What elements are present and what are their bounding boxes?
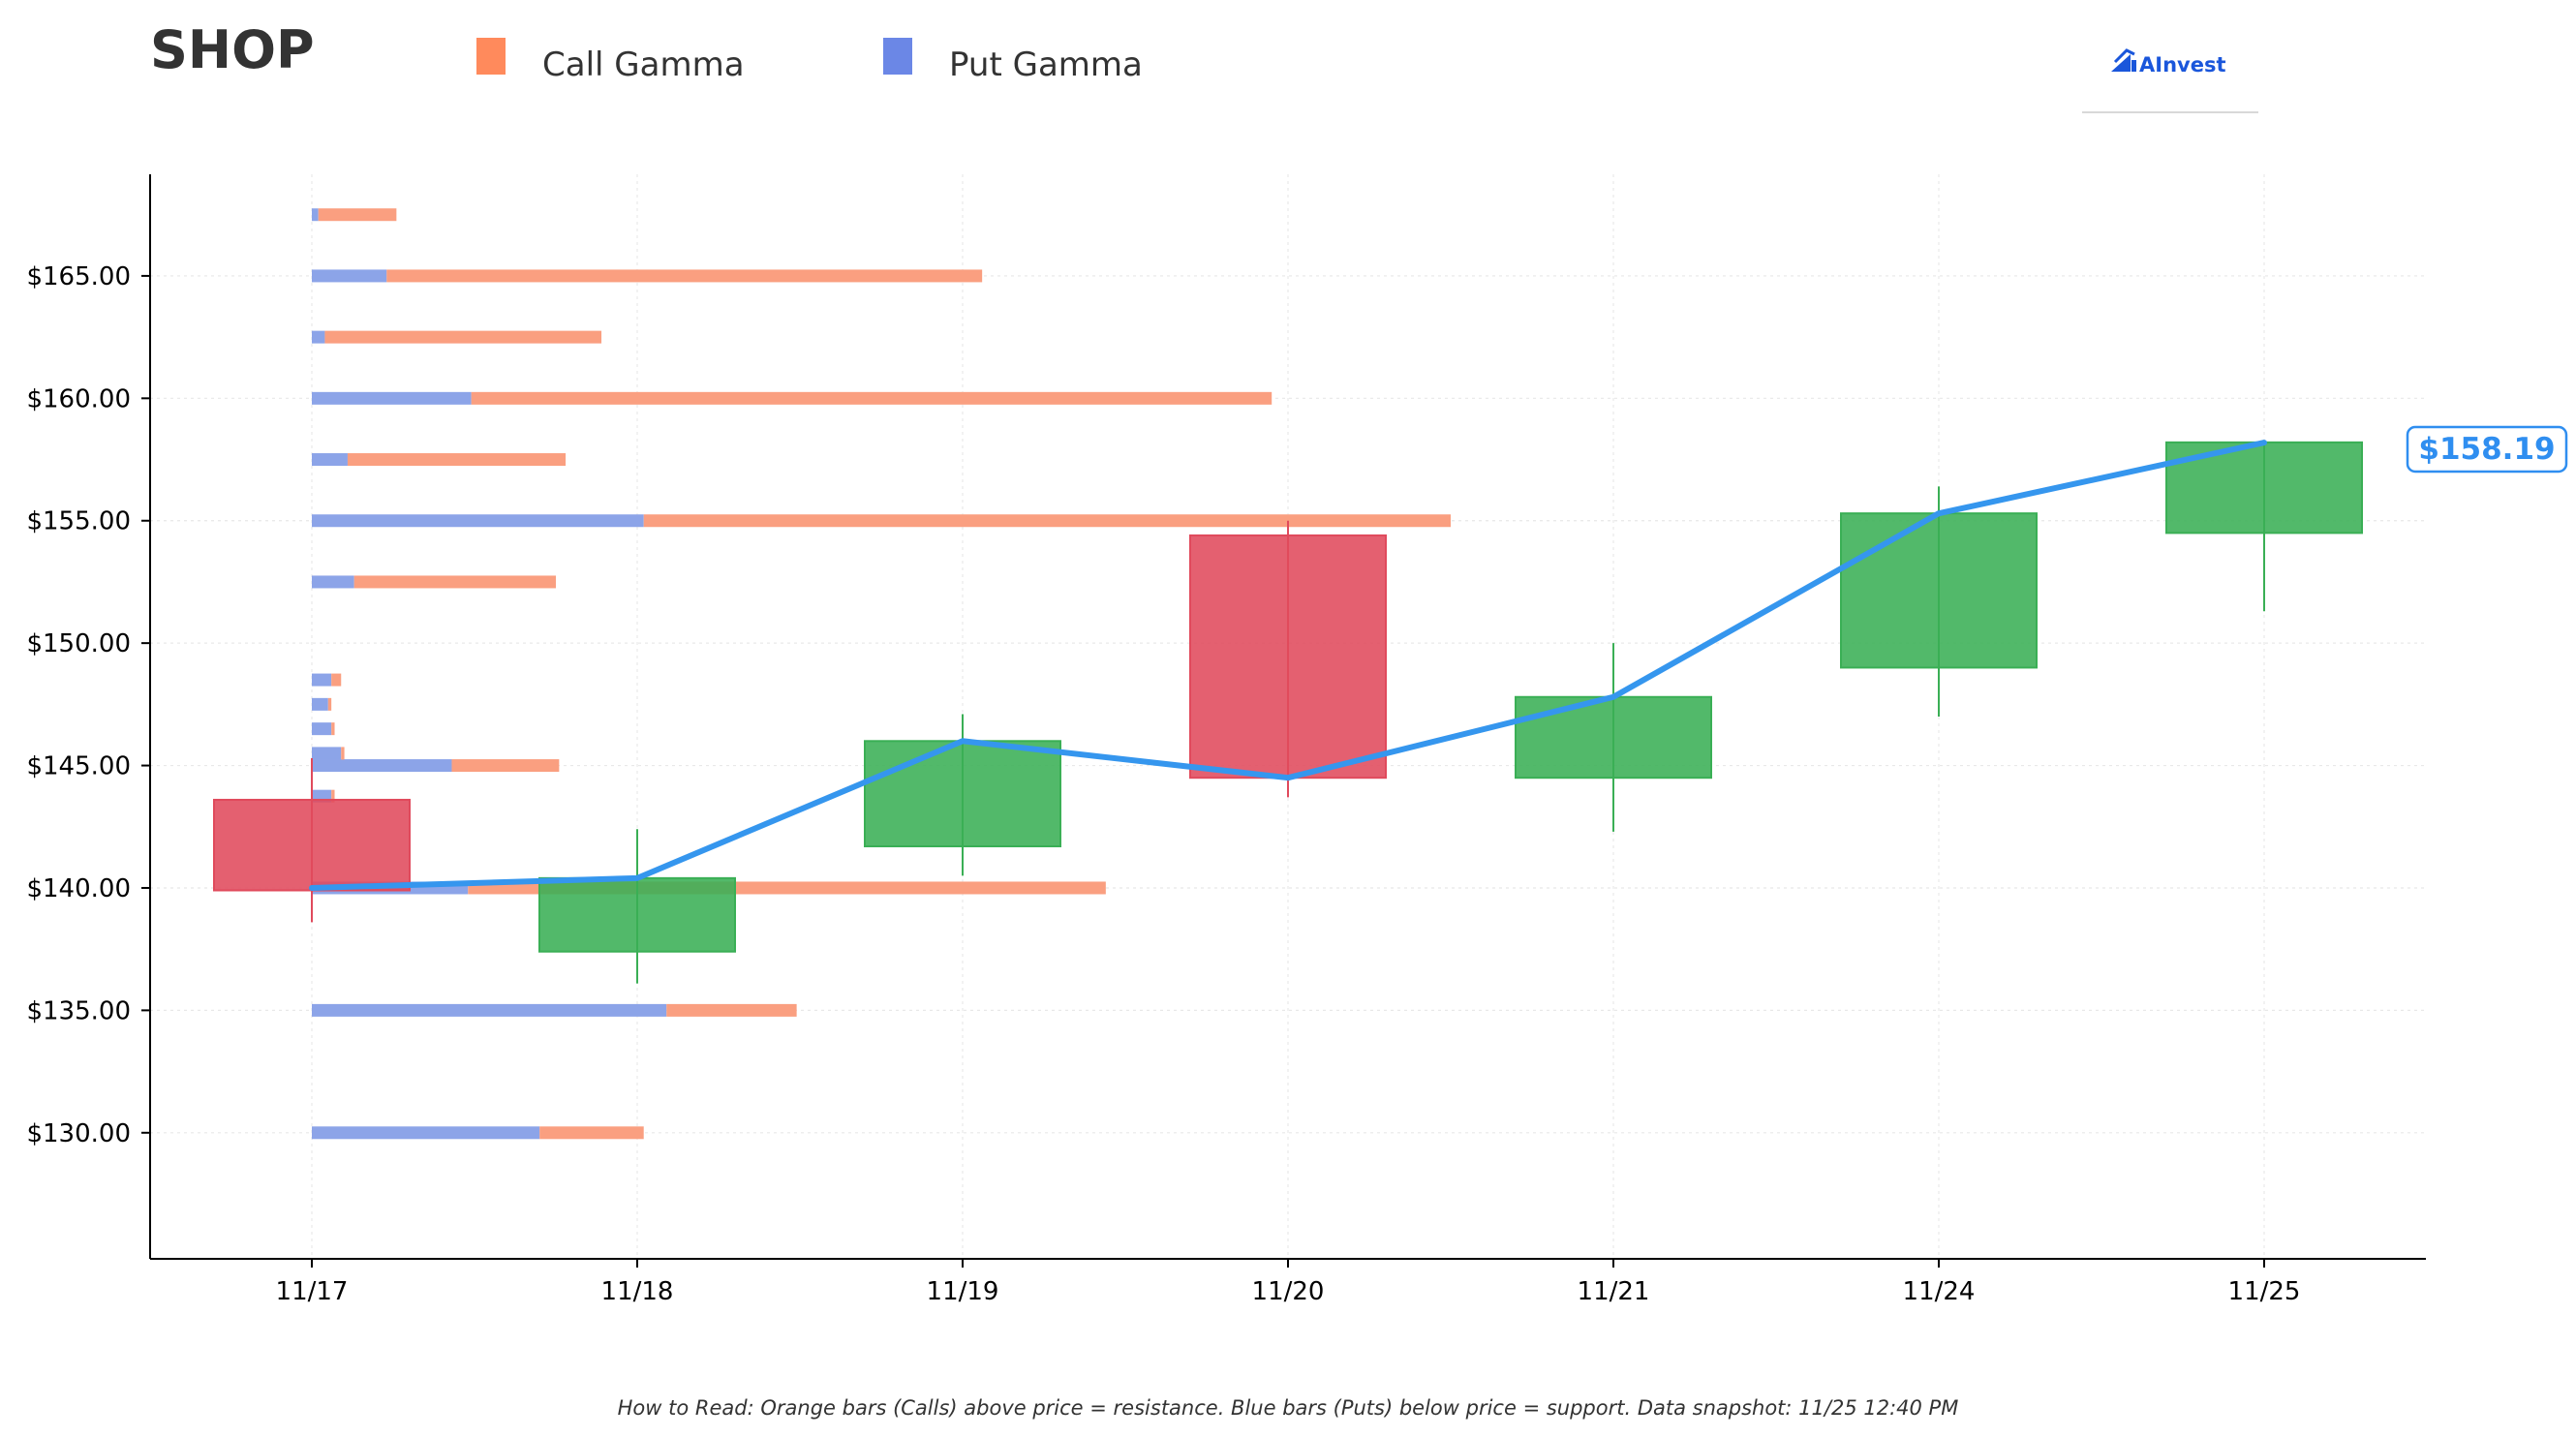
candlesticks [213,441,2363,984]
footnote: How to Read: Orange bars (Calls) above p… [618,1396,1959,1420]
axes: $130.00 $135.00 $140.00 $145.00 $150.00 $155.… [26,174,2426,1306]
put-gamma-bar [312,722,332,736]
current-price-label: $158.19 [2418,432,2555,467]
call-gamma-bar [666,1003,797,1017]
y-tick-label: $150.00 [26,629,131,658]
put-gamma-bar [312,391,472,405]
price-line [309,440,2267,891]
x-tick-label: 11/25 [2228,1277,2301,1306]
call-gamma-bar [327,697,332,711]
y-tick-label: $145.00 [26,752,131,781]
call-gamma-bar [471,391,1273,405]
candle-body-up [864,740,1061,847]
call-gamma-bar [331,722,335,736]
x-tick-label: 11/19 [927,1277,999,1306]
call-gamma-bar [324,330,602,344]
put-gamma-bar [312,759,452,773]
chart-title: SHOP [150,19,315,80]
legend-put-label: Put Gamma [949,46,1143,84]
y-tick-label: $155.00 [26,507,131,536]
legend-call-swatch [476,38,506,75]
y-tick-label: $130.00 [26,1119,131,1148]
call-gamma-bar [347,453,567,467]
put-gamma-bar [312,575,354,589]
logo-text: AInvest [2139,53,2226,76]
candle-body-up [1515,695,1712,780]
put-gamma-bar [312,330,325,344]
call-gamma-bar [331,789,335,803]
ainvest-logo: AInvest [2082,48,2258,113]
call-gamma-bar [539,1126,644,1140]
put-gamma-bar [312,673,332,687]
x-tick-label: 11/18 [601,1277,674,1306]
current-price-box [2406,425,2568,474]
x-tick-label: 11/20 [1252,1277,1325,1306]
call-gamma-bar [318,208,397,222]
x-tick-label: 11/17 [276,1277,349,1306]
put-gamma-bar [312,1126,540,1140]
put-gamma-bar [312,697,328,711]
put-gamma-bar [312,453,348,467]
ainvest-chart-icon [2111,48,2136,72]
call-gamma-bar [643,514,1451,528]
current-price-badge: $158.19 [2406,425,2568,474]
y-tick-label: $140.00 [26,874,131,903]
legend-put-swatch [883,38,912,75]
put-gamma-bar [312,514,644,528]
y-tick-label: $165.00 [26,262,131,291]
legend: Call Gamma Put Gamma [476,38,1143,84]
put-gamma-bar [312,208,319,222]
x-tick-label: 11/21 [1578,1277,1650,1306]
candle-body-down [1189,534,1387,780]
call-gamma-bar [353,575,556,589]
put-gamma-bar [312,269,387,283]
put-gamma-bar [312,1003,667,1017]
legend-call-label: Call Gamma [542,46,745,84]
call-gamma-bar [386,269,983,283]
call-gamma-bar [331,673,342,687]
x-tick-label: 11/24 [1903,1277,1976,1306]
call-gamma-bar [451,759,560,773]
candle-body-down [213,798,411,892]
y-tick-label: $160.00 [26,384,131,413]
y-tick-label: $135.00 [26,996,131,1025]
candle-body-up [1840,512,2038,669]
put-gamma-bar [312,747,342,760]
price-line-layer [309,440,2267,891]
candle-body-up [538,876,736,953]
call-gamma-bar [341,747,345,760]
